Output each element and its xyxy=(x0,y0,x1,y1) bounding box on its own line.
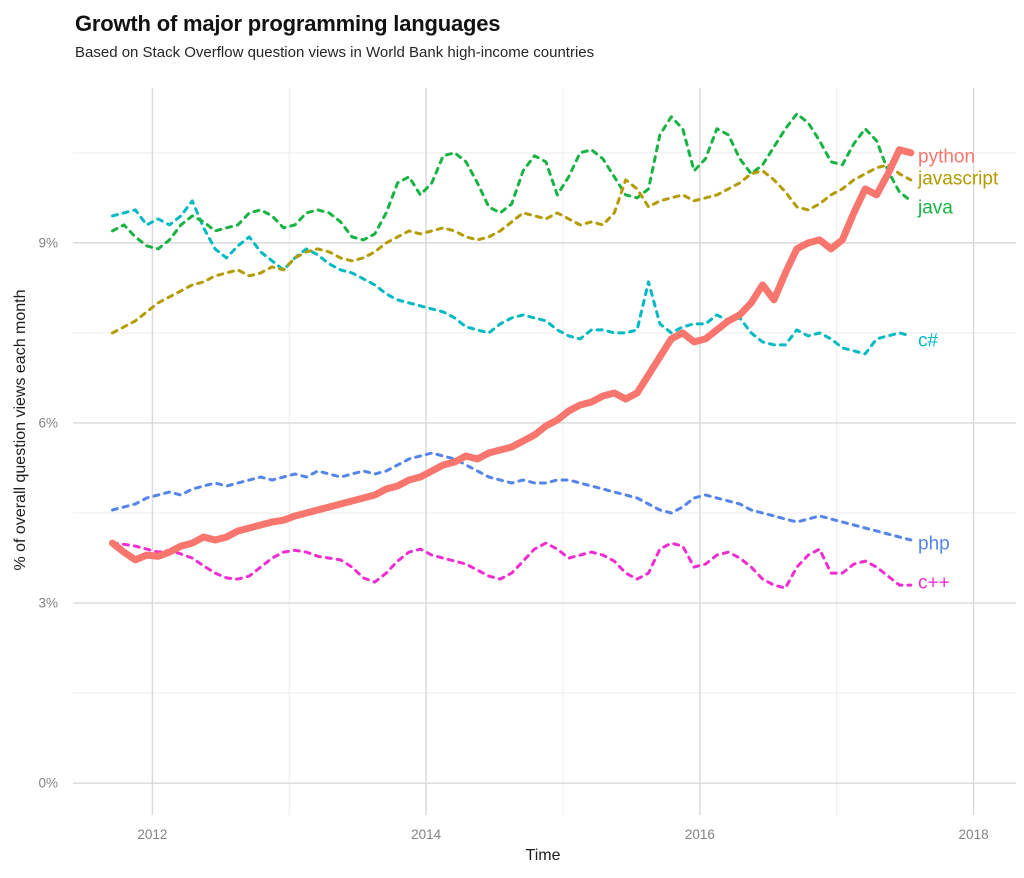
y-tick-label: 9% xyxy=(38,235,58,250)
x-tick-label: 2016 xyxy=(685,827,715,842)
chart-title: Growth of major programming languages xyxy=(75,11,501,36)
c#-label: c# xyxy=(918,331,939,352)
javascript-line xyxy=(111,163,913,335)
y-tick-label: 6% xyxy=(38,415,58,430)
chart-subtitle: Based on Stack Overflow question views i… xyxy=(75,44,595,61)
y-axis-title: % of overall question views each month xyxy=(12,289,29,571)
x-tick-label: 2014 xyxy=(411,827,442,842)
python-line xyxy=(109,146,915,564)
java-line xyxy=(111,112,913,251)
python-label: python xyxy=(918,146,975,167)
java-label: java xyxy=(917,197,953,218)
x-tick-label: 2012 xyxy=(137,827,167,842)
javascript-label: javascript xyxy=(917,169,999,190)
php-label: php xyxy=(918,534,950,555)
php-line xyxy=(111,451,913,542)
x-axis-title: Time xyxy=(525,847,561,864)
c++-line xyxy=(111,541,913,590)
y-tick-label: 3% xyxy=(38,596,58,611)
c#-line xyxy=(111,199,913,356)
x-tick-label: 2018 xyxy=(959,827,989,842)
c++-label: c++ xyxy=(918,573,950,594)
y-tick-label: 0% xyxy=(38,776,58,791)
